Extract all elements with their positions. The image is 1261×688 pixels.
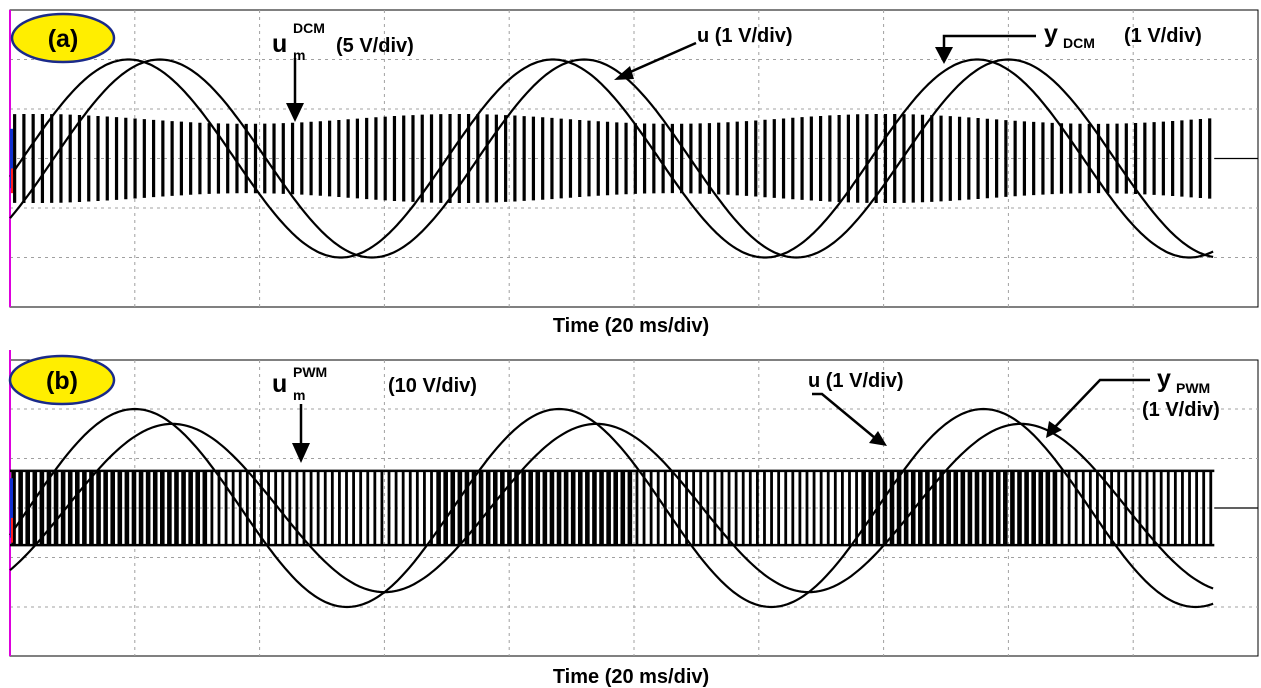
channel-marker: [10, 128, 13, 189]
label-u-b: u (1 V/div): [808, 370, 904, 392]
panel-tag-b: (b): [46, 367, 78, 395]
label-y-sub: DCM: [1063, 35, 1095, 51]
switching-trace-a: [13, 113, 1258, 204]
label-y-pwm: y PWM (1 V/div): [1142, 365, 1220, 421]
label-y-main-b: y: [1157, 365, 1171, 393]
channel-marker: [11, 517, 13, 543]
panel-tag-badge-b: (b): [8, 354, 116, 406]
label-um-pwm: u m PWM (10 V/div): [272, 364, 477, 403]
label-um-scale-b: (10 V/div): [388, 375, 477, 397]
label-y-scale: (1 V/div): [1124, 25, 1202, 47]
label-um-main-b: u: [272, 370, 287, 398]
panel-tag-a: (a): [48, 25, 79, 53]
arrow-pointer-icon: [1046, 378, 1150, 438]
label-um-main: u: [272, 30, 287, 58]
sine-trace-u-a: [9, 58, 1214, 259]
arrow-pointer-icon: [614, 41, 697, 80]
label-um-sub-b: m: [293, 387, 305, 403]
panel-a: (a) u m DCM (5 V/div) u (1 V/div) y DCM …: [9, 9, 1259, 337]
label-y-dcm: y DCM (1 V/div): [1044, 20, 1202, 51]
traces-a: [9, 58, 1258, 259]
label-y-scale-b: (1 V/div): [1142, 399, 1220, 421]
sine-trace-y-a: [9, 58, 1214, 259]
panel-tag-badge-a: (a): [10, 12, 116, 64]
arrow-pointer-icon: [292, 404, 310, 463]
x-axis-label-a: Time (20 ms/div): [553, 315, 709, 337]
label-u-a: u (1 V/div): [697, 25, 793, 47]
label-um-dcm: u m DCM (5 V/div): [272, 20, 414, 63]
x-axis-label-b: Time (20 ms/div): [553, 666, 709, 688]
arrow-pointer-icon: [812, 392, 887, 446]
label-y-main: y: [1044, 20, 1058, 48]
panel-b: (b) u m PWM (10 V/div) u (1 V/div) y PWM…: [8, 350, 1259, 688]
channel-marker: [10, 478, 13, 538]
label-um-scale: (5 V/div): [336, 35, 414, 57]
label-y-sub-b: PWM: [1176, 380, 1210, 396]
arrow-pointer-icon: [286, 58, 304, 122]
channel-marker: [11, 168, 13, 194]
traces-b: [9, 407, 1258, 609]
sine-trace-u-b: [9, 407, 1214, 609]
label-um-sup: DCM: [293, 20, 325, 36]
arrow-pointer-icon: [935, 34, 1036, 64]
label-um-sup-b: PWM: [293, 364, 327, 380]
sine-trace-y-b: [9, 422, 1214, 594]
